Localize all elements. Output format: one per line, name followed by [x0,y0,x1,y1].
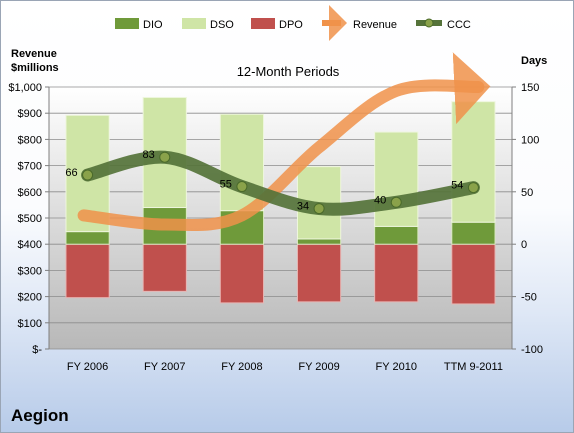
ccc-data-label: 83 [143,149,155,161]
category-label: FY 2010 [376,361,417,373]
right-tick-label: -100 [521,344,543,356]
right-tick-label: 150 [521,82,539,94]
category-label: FY 2006 [67,361,108,373]
company-name: Aegion [11,406,69,425]
ccc-point [159,151,171,163]
ccc-point [313,203,325,215]
ccc-data-label: 54 [451,180,463,192]
left-axis-label-line2: $millions [11,62,59,74]
legend-label-dio: DIO [143,19,163,31]
left-tick-label: $300 [18,265,42,277]
legend-label-dpo: DPO [279,19,303,31]
dso-bar [451,101,496,223]
axes: $- $100 $200 $300 $400 $500 $600 $700 $800 $900 $1… [8,82,543,373]
left-tick-label: $800 [18,134,42,146]
dpo-bar [374,243,419,303]
dio-bar [65,231,110,245]
category-label: FY 2009 [298,361,339,373]
left-tick-label: $900 [18,108,42,120]
revenue-line [77,52,491,232]
legend-label-revenue: Revenue [353,19,397,31]
category-label: FY 2008 [221,361,262,373]
right-tick-label: 100 [521,134,539,146]
legend-swatch-dpo [251,18,275,29]
left-tick-label: $600 [18,187,42,199]
chart-title: 12-Month Periods [237,64,340,79]
left-tick-label: $1,000 [8,82,42,94]
legend-marker-ccc [424,18,434,28]
ccc-point [390,196,402,208]
left-tick-label: $700 [18,161,42,173]
category-label: FY 2007 [144,361,185,373]
ccc-point [82,169,94,181]
ccc-data-label: 66 [65,167,77,179]
left-tick-label: $- [32,344,42,356]
dpo-bar [296,243,342,303]
ccc-point [467,182,479,194]
right-tick-label: 0 [521,239,527,251]
dpo-bar [219,243,265,304]
dpo-bar [142,243,187,292]
right-tick-label: -50 [521,292,537,304]
lines: 66 83 55 34 40 54 [65,52,491,232]
category-label: TTM 9-2011 [444,361,503,373]
ccc-point [236,181,248,193]
left-axis-label-line1: Revenue [11,48,57,60]
dpo-bar [65,243,110,299]
right-axis-label: Days [521,55,547,67]
left-tick-label: $500 [18,213,42,225]
left-tick-label: $200 [18,292,42,304]
left-tick-label: $400 [18,239,42,251]
dio-bar [374,225,419,245]
dio-bar [296,238,342,245]
dpo-bar [451,243,496,305]
legend-swatch-dso [182,18,206,29]
legend-swatch-dio [115,18,139,29]
ccc-data-label: 40 [374,194,386,206]
legend: DIO DSO DPO Revenue CCC [115,5,471,41]
right-tick-label: 50 [521,187,533,199]
ccc-data-label: 34 [297,201,309,213]
dio-bar [451,221,496,245]
dso-bar [374,131,419,227]
legend-label-dso: DSO [210,19,234,31]
ccc-data-label: 55 [220,179,232,191]
left-tick-label: $100 [18,318,42,330]
legend-label-ccc: CCC [447,19,471,31]
